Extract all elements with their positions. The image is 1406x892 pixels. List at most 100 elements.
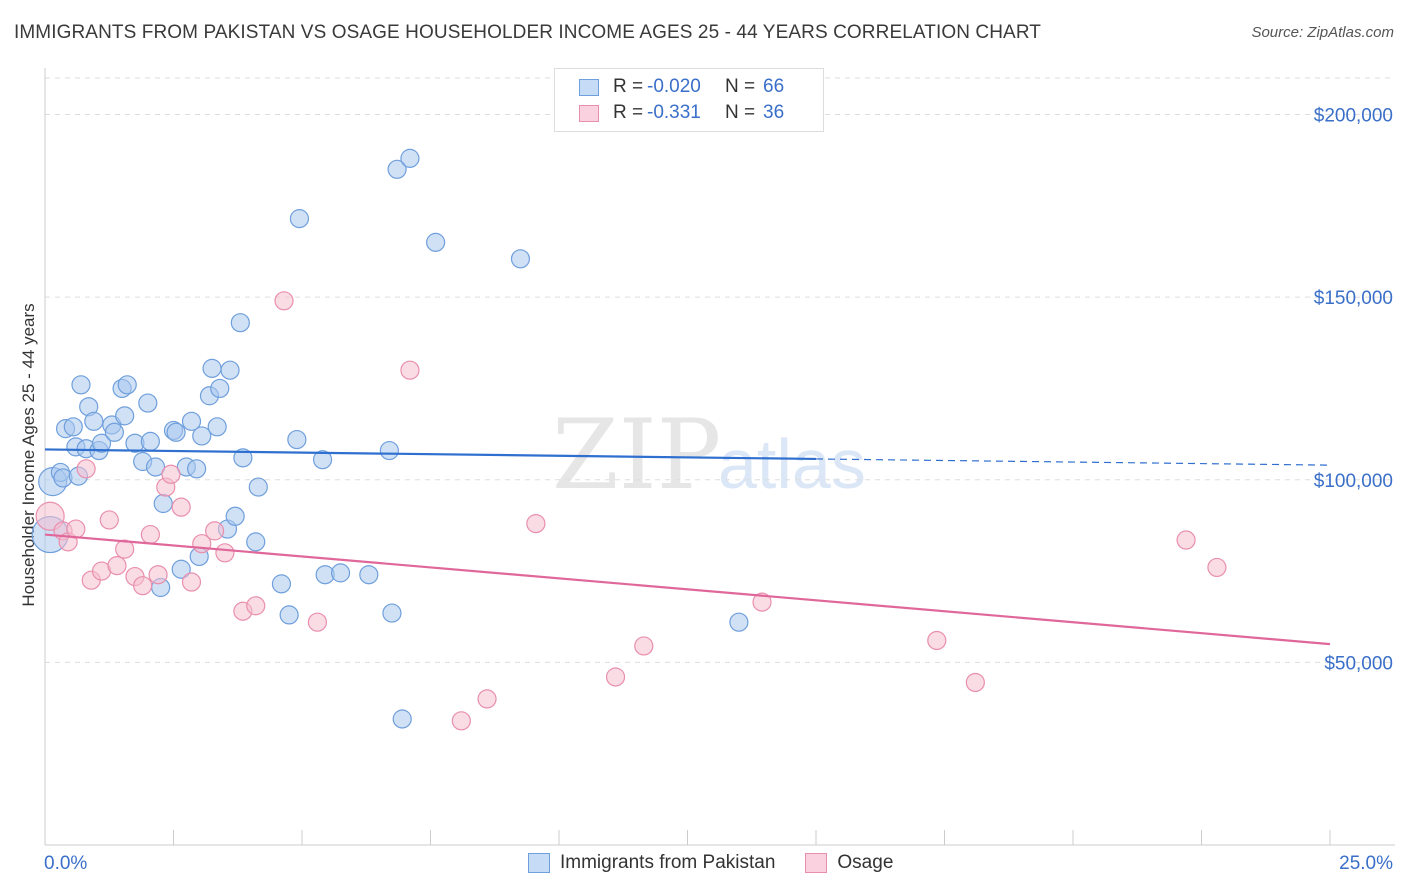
point-osage xyxy=(205,521,225,541)
legend-r-value: -0.020 xyxy=(647,76,701,97)
point-pakistan xyxy=(115,406,135,426)
stats-legend: R = -0.020 N = 66 R = -0.331 N = 36 xyxy=(554,68,824,132)
point-pakistan xyxy=(207,417,227,437)
point-osage xyxy=(140,524,160,545)
point-osage xyxy=(115,539,135,559)
point-osage xyxy=(965,672,985,693)
point-pakistan xyxy=(248,477,268,497)
point-osage xyxy=(605,667,626,687)
point-pakistan xyxy=(140,431,160,452)
point-pakistan xyxy=(220,360,240,380)
point-pakistan xyxy=(312,450,333,470)
point-pakistan xyxy=(91,433,112,453)
y-tick-label: $100,000 xyxy=(1314,471,1393,492)
point-osage xyxy=(76,459,96,479)
point-pakistan xyxy=(392,709,412,729)
point-pakistan xyxy=(387,159,407,179)
point-pakistan xyxy=(400,148,420,168)
source-label: Source: ZipAtlas.com xyxy=(1251,24,1394,41)
chart-title: IMMIGRANTS FROM PAKISTAN VS OSAGE HOUSEH… xyxy=(14,22,1042,43)
point-osage xyxy=(307,612,328,632)
legend-n-value: 36 xyxy=(763,102,785,123)
point-pakistan xyxy=(71,375,91,395)
point-osage xyxy=(133,576,153,596)
legend-n-label: N = xyxy=(725,76,756,97)
point-osage xyxy=(107,555,127,576)
point-osage xyxy=(1207,557,1227,578)
point-osage xyxy=(161,464,181,484)
point-pakistan xyxy=(233,448,253,468)
point-osage xyxy=(148,565,168,585)
trend-lines xyxy=(44,448,1331,646)
point-pakistan xyxy=(187,459,207,479)
series-legend: Immigrants from Pakistan Osage xyxy=(528,852,923,874)
point-osage xyxy=(274,291,294,311)
series-legend-item-osage[interactable]: Osage xyxy=(805,852,893,874)
trend-line-pakistan-extension xyxy=(815,458,1331,466)
y-tick-label: $50,000 xyxy=(1324,653,1393,674)
legend-n-label: N = xyxy=(725,102,756,123)
point-pakistan xyxy=(138,393,158,413)
point-pakistan xyxy=(117,375,137,395)
point-pakistan xyxy=(729,612,749,632)
series-swatch-pink xyxy=(805,853,828,873)
point-pakistan xyxy=(153,493,173,514)
point-pakistan xyxy=(84,411,104,431)
point-pakistan xyxy=(426,232,446,252)
x-tick-label-min: 0.0% xyxy=(44,853,87,874)
point-osage xyxy=(66,519,86,539)
point-pakistan xyxy=(287,429,307,450)
point-pakistan xyxy=(166,422,186,442)
legend-r-label: R = xyxy=(613,76,644,97)
point-osage xyxy=(752,592,772,612)
point-pakistan xyxy=(202,358,222,378)
point-osage xyxy=(1176,530,1196,550)
legend-swatch-blue xyxy=(579,78,599,96)
watermark-atlas: atlas xyxy=(718,425,866,503)
point-pakistan xyxy=(171,559,191,579)
legend-r-value: -0.331 xyxy=(647,102,701,123)
point-pakistan xyxy=(330,563,351,583)
trend-line-osage xyxy=(44,533,1331,646)
legend-swatch-pink xyxy=(579,104,599,122)
y-axis-label: Householder Income Ages 25 - 44 years xyxy=(19,303,38,606)
point-osage xyxy=(634,636,654,656)
point-osage xyxy=(400,360,420,380)
point-osage xyxy=(451,711,471,731)
point-pakistan xyxy=(145,457,166,477)
series-legend-label: Osage xyxy=(837,852,894,873)
x-axis-tick-marks xyxy=(44,830,1331,845)
point-osage xyxy=(526,513,546,534)
point-pakistan xyxy=(246,532,266,552)
point-pakistan xyxy=(289,209,310,229)
point-pakistan xyxy=(192,426,212,446)
point-osage xyxy=(927,630,947,651)
point-pakistan xyxy=(279,605,299,625)
point-osage xyxy=(171,497,191,517)
point-pakistan xyxy=(181,411,202,431)
trend-line-pakistan xyxy=(44,448,817,461)
point-osage xyxy=(99,510,119,530)
point-pakistan xyxy=(63,417,83,437)
legend-row-osage: R = -0.331 N = 36 xyxy=(579,101,784,125)
point-pakistan xyxy=(230,313,250,333)
y-tick-label: $150,000 xyxy=(1314,288,1393,309)
x-tick-label-max: 25.0% xyxy=(1339,853,1393,874)
point-pakistan xyxy=(271,574,292,594)
point-pakistan xyxy=(510,249,531,269)
point-pakistan xyxy=(379,440,399,461)
series-legend-label: Immigrants from Pakistan xyxy=(560,852,776,873)
point-osage xyxy=(215,543,235,563)
point-osage xyxy=(477,689,497,709)
y-tick-label: $200,000 xyxy=(1314,106,1393,127)
series-legend-item-pakistan[interactable]: Immigrants from Pakistan xyxy=(528,852,775,874)
legend-n-value: 66 xyxy=(763,76,785,97)
point-pakistan xyxy=(359,565,379,585)
y-axis-tick-labels: $50,000 $100,000 $150,000 $200,000 xyxy=(1314,106,1393,675)
point-pakistan xyxy=(104,422,124,442)
gridlines xyxy=(45,77,1395,663)
point-pakistan xyxy=(210,378,230,399)
point-osage xyxy=(181,572,202,592)
point-osage xyxy=(246,596,266,616)
